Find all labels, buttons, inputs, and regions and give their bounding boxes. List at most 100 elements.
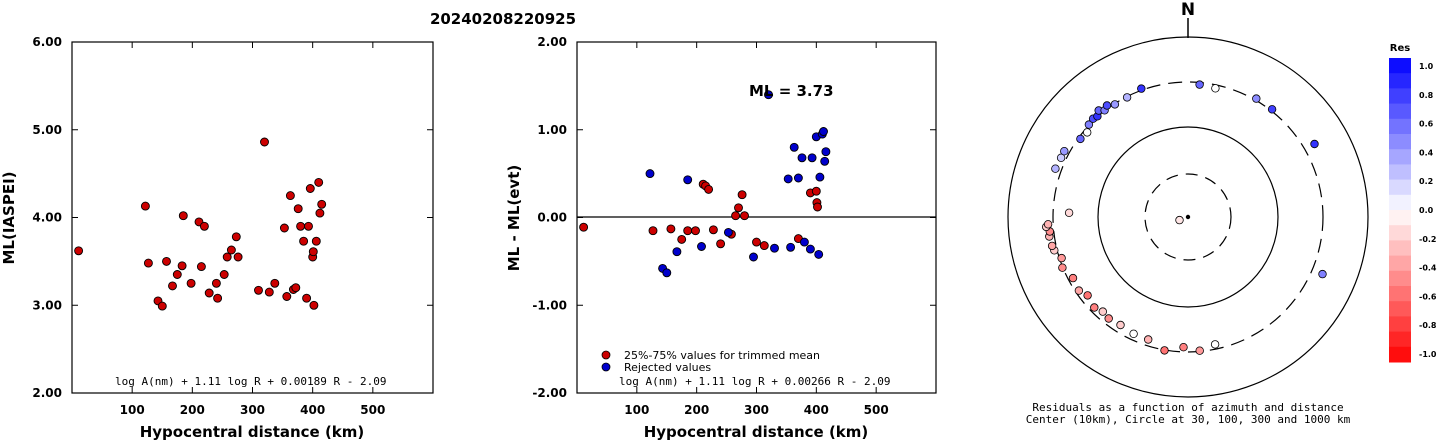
data-point (309, 300, 319, 310)
data-point (740, 211, 749, 221)
colorbar-tick-label: 0.4 (1419, 148, 1434, 157)
data-point (759, 241, 769, 251)
data-point (279, 223, 289, 233)
formula-annotation: log A(nm) + 1.11 log R + 0.00266 R - 2.0… (619, 375, 891, 388)
data-point (196, 262, 206, 272)
data-point (219, 270, 229, 279)
station-point (1318, 269, 1327, 279)
data-point (683, 175, 693, 185)
colorbar-swatch (1389, 58, 1411, 74)
data-point (811, 186, 821, 196)
data-point (213, 293, 223, 303)
data-point (752, 237, 761, 247)
data-points (74, 137, 327, 311)
data-point (315, 208, 325, 218)
data-point (254, 285, 263, 295)
data-point (291, 283, 301, 293)
colorbar-swatch (1389, 134, 1411, 150)
station-point (1175, 215, 1184, 225)
station-point (1084, 120, 1094, 129)
data-point (172, 270, 182, 279)
y-tick-label: 3.00 (32, 298, 62, 312)
plot-frame (71, 41, 434, 394)
data-point (731, 211, 741, 221)
data-point (683, 226, 693, 236)
formula-annotation: log A(nm) + 1.11 log R + 0.00189 R - 2.0… (115, 375, 387, 388)
colorbar-tick-label: 0.2 (1419, 177, 1433, 186)
station-point (1064, 208, 1074, 217)
data-point (285, 191, 295, 201)
data-point (168, 281, 177, 291)
data-point (140, 201, 150, 211)
data-point (805, 244, 815, 254)
colorbar-labels: 1.0 0.8 0.6 0.4 0.2 0.0 -0.2 -0.4 -0.6 -0.8 -1.0 (1419, 62, 1437, 359)
data-point (814, 249, 824, 259)
colorbar-title: Res (1390, 43, 1410, 54)
colorbar-swatch (1389, 149, 1411, 165)
station-point (1047, 241, 1057, 251)
magnitude-vs-distance-panel: 100 200 300 400 500 2.00 3.00 4.00 5.00 6.00 Hypo… (0, 35, 434, 441)
data-point (177, 261, 187, 271)
data-point (704, 184, 714, 194)
station-point (1211, 84, 1220, 93)
data-point (797, 153, 807, 163)
x-tick-label: 400 (804, 403, 829, 417)
x-axis-label: Hypocentral distance (km) (644, 423, 869, 441)
data-point (737, 190, 747, 200)
station-point (1102, 101, 1112, 110)
colorbar-tick-label: -1.0 (1419, 350, 1437, 359)
colorbar-swatch (1389, 164, 1411, 181)
colorbar-swatch (1389, 255, 1411, 272)
station-point (1210, 340, 1220, 349)
data-point (579, 222, 589, 232)
data-point (260, 137, 269, 147)
data-point (317, 199, 327, 209)
data-point (233, 252, 243, 262)
data-point (311, 236, 321, 246)
data-point (226, 245, 236, 255)
legend-label-rejected: Rejected values (624, 361, 711, 374)
colorbar-swatches (1389, 58, 1411, 363)
station-point (1110, 100, 1120, 109)
station-point (1129, 329, 1138, 338)
data-point (789, 142, 799, 152)
colorbar-swatch (1389, 103, 1411, 120)
data-point (677, 234, 687, 244)
station-point (1116, 320, 1125, 330)
residual-colorbar: Res 1.0 0.8 0.6 0.4 0.2 0.0 -0.2 -0.4 -0.6 -0.8 -1… (1389, 43, 1437, 363)
station-point (1074, 286, 1084, 295)
station-point (1160, 346, 1169, 355)
y-tick-label: 1.00 (537, 123, 567, 137)
station-point (1195, 346, 1204, 355)
data-point (143, 258, 153, 268)
station-point (1137, 84, 1146, 93)
data-point (691, 226, 700, 236)
colorbar-tick-label: 0.6 (1419, 120, 1434, 129)
data-point (270, 278, 280, 288)
y-tick-label: 6.00 (32, 35, 62, 49)
data-point (162, 256, 171, 266)
y-tick-label: -1.00 (532, 298, 567, 312)
station-point (1195, 80, 1204, 89)
y-tick-label: 5.00 (32, 123, 62, 137)
circle-1000km (1007, 36, 1369, 398)
data-point (296, 221, 306, 231)
data-point (293, 204, 303, 214)
x-tick-label: 500 (864, 403, 889, 417)
data-point (813, 202, 822, 212)
legend-label-trimmed: 25%-75% values for trimmed mean (624, 349, 820, 362)
y-tick-label: 2.00 (537, 35, 567, 49)
station-point (1043, 220, 1053, 229)
station-point (1122, 93, 1132, 102)
legend-marker-rejected (601, 362, 611, 372)
figure-title: 20240208220925 (430, 10, 576, 28)
station-point (1056, 153, 1066, 162)
station-point (1267, 105, 1277, 114)
x-tick-label: 100 (120, 403, 145, 417)
data-point (708, 225, 718, 235)
station-point (1090, 303, 1099, 312)
data-point (308, 247, 318, 257)
legend-marker-trimmed (601, 350, 611, 360)
data-point (662, 268, 672, 278)
